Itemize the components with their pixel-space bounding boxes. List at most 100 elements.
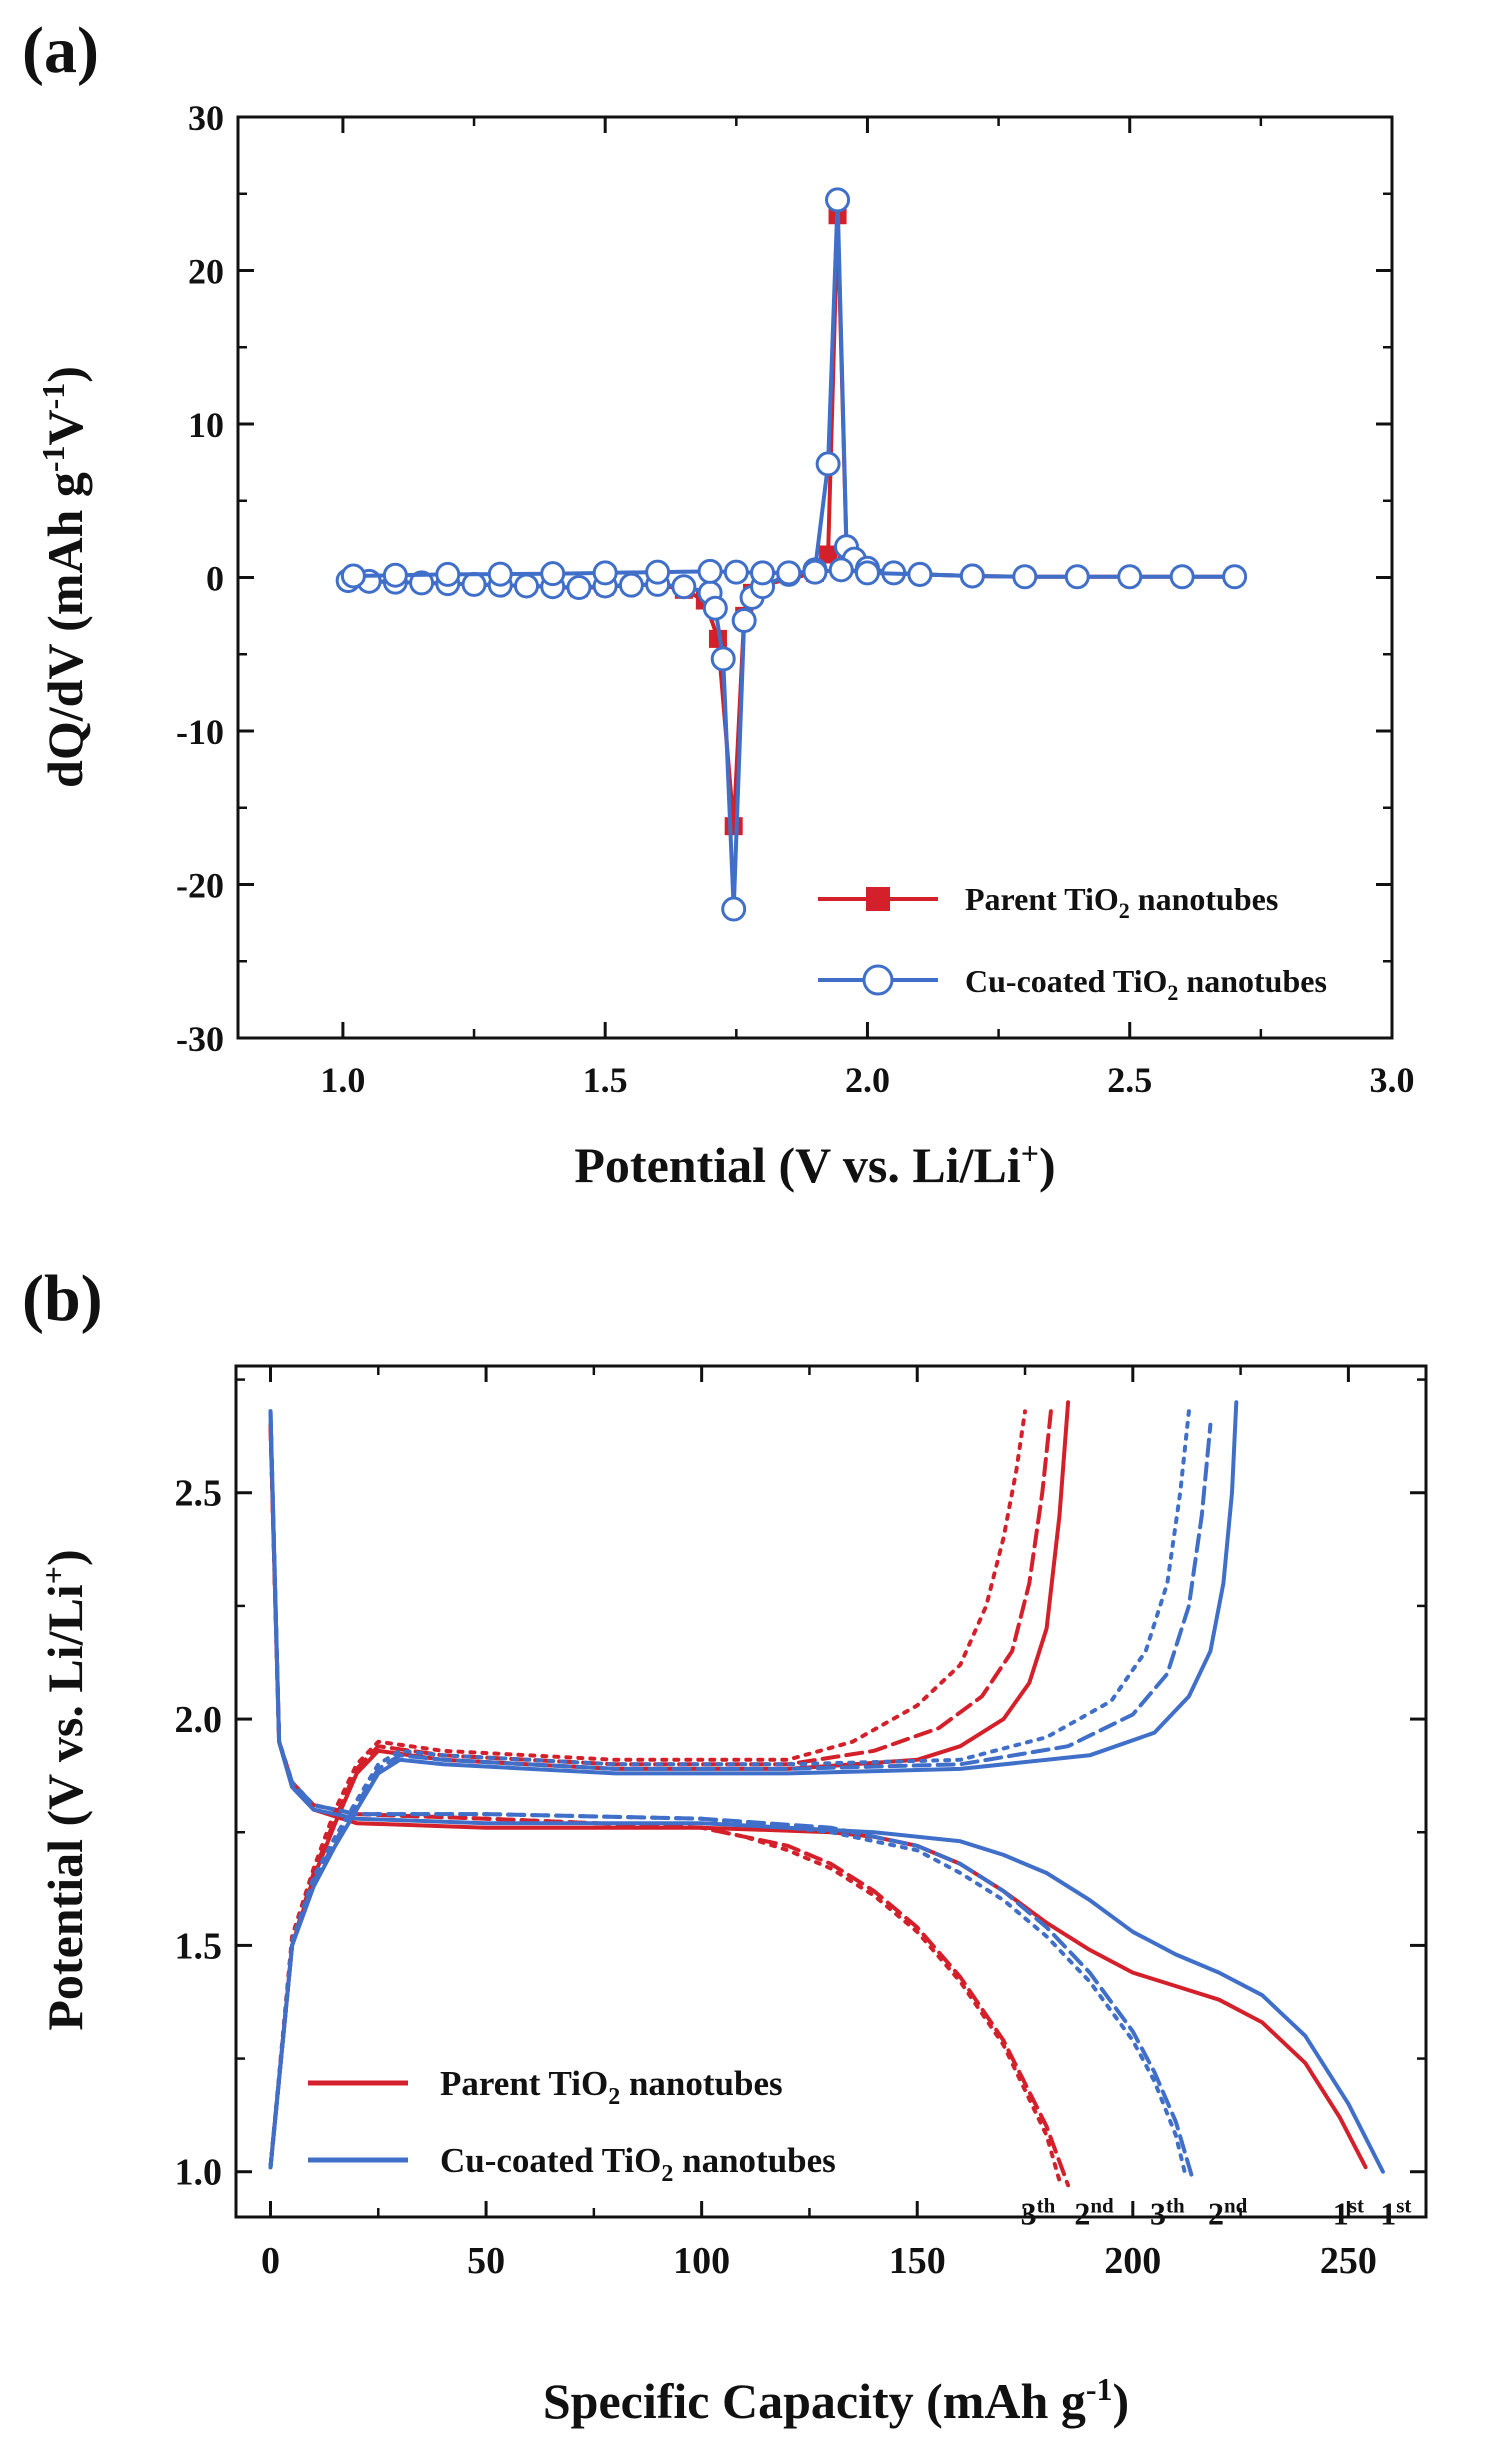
x-tick-label: 200 xyxy=(1104,2240,1161,2282)
curve-parent-3th-charge xyxy=(268,1409,1027,2170)
point-cu_charge xyxy=(854,560,880,586)
point-cu xyxy=(731,607,757,633)
point-parent xyxy=(819,545,838,564)
x-tick-label: 2.0 xyxy=(845,1060,890,1100)
point-cu xyxy=(1169,564,1195,590)
point-cu_charge xyxy=(435,561,461,587)
curve-cu-1st-charge xyxy=(268,1400,1239,2170)
series-line-cu xyxy=(348,199,1235,910)
y-tick-label: 1.5 xyxy=(175,1925,223,1967)
point-cu xyxy=(702,595,728,621)
panel-a-legend: Parent TiO2 nanotubes Cu-coated TiO2 nan… xyxy=(818,881,1327,1005)
legend-parent-marker xyxy=(866,887,890,911)
cycle-label: 3th xyxy=(1021,2193,1056,2231)
point-cu xyxy=(671,574,697,600)
y-tick-label: 2.0 xyxy=(175,1699,223,1741)
point-cu xyxy=(1012,564,1038,590)
legend-cu-symbol xyxy=(818,964,938,996)
curve-cu-1st-discharge xyxy=(268,1409,1385,2174)
point-cu_charge xyxy=(645,559,671,585)
point-cu_charge xyxy=(697,558,723,584)
curve-cu-3th-discharge xyxy=(268,1409,1187,2174)
point-cu_charge xyxy=(802,559,828,585)
panel-a-series xyxy=(335,187,1248,922)
legend-parent-label: Parent TiO2 nanotubes xyxy=(440,2064,783,2110)
point-cu xyxy=(461,571,487,597)
y-tick-label: -30 xyxy=(176,1019,224,1059)
y-tick-label: 1.0 xyxy=(175,2152,223,2194)
point-cu xyxy=(618,572,644,598)
series-line-cu_charge xyxy=(353,567,973,578)
panel-b-plot-frame xyxy=(234,1364,1428,2219)
y-tick-label: -20 xyxy=(176,866,224,906)
curve-parent-1st-charge xyxy=(268,1400,1071,2170)
panel-b-x-axis-label: Specific Capacity (mAh g-1) xyxy=(543,2371,1129,2429)
x-tick-label: 150 xyxy=(889,2240,946,2282)
y-tick-label: 30 xyxy=(188,98,224,138)
cycle-label: 2nd xyxy=(1074,2193,1114,2231)
point-cu_charge xyxy=(382,562,408,588)
x-tick-label: 100 xyxy=(673,2240,730,2282)
point-cu_charge xyxy=(487,561,513,587)
panel-b-y-axis-label: Potential (V vs. Li/Li+) xyxy=(35,1549,93,2030)
panel-a-x-axis-label: Potential (V vs. Li/Li+) xyxy=(574,1135,1055,1193)
point-cu xyxy=(815,451,841,477)
curve-parent-1st-discharge xyxy=(268,1422,1368,2170)
point-cu xyxy=(710,646,736,672)
x-tick-label: 0 xyxy=(261,2240,280,2282)
point-cu xyxy=(1222,564,1248,590)
y-tick-label: -10 xyxy=(176,712,224,752)
x-tick-label: 1.5 xyxy=(583,1060,628,1100)
y-tick-label: 0 xyxy=(206,559,224,599)
panel-b-label: (b) xyxy=(22,1262,103,1335)
point-cu xyxy=(721,896,747,922)
cycle-label: 2nd xyxy=(1208,2193,1248,2231)
panel-a-label: (a) xyxy=(22,14,99,87)
curve-cu-3th-charge xyxy=(268,1409,1191,2170)
x-tick-label: 2.5 xyxy=(1107,1060,1152,1100)
point-cu_charge xyxy=(907,561,933,587)
panel-a-y-axis-label: dQ/dV (mAh g-1V-1) xyxy=(35,366,93,788)
point-cu_charge xyxy=(776,560,802,586)
point-cu_charge xyxy=(959,563,985,589)
panel-b-legend: Parent TiO2 nanotubes Cu-coated TiO2 nan… xyxy=(308,2064,836,2187)
x-tick-label: 1.0 xyxy=(320,1060,365,1100)
point-cu_charge xyxy=(750,560,776,586)
point-cu xyxy=(1064,564,1090,590)
y-tick-label: 2.5 xyxy=(175,1473,223,1515)
point-cu_charge xyxy=(340,563,366,589)
cycle-label: 1st xyxy=(1333,2193,1364,2231)
legend-cu-label: Cu-coated TiO2 nanotubes xyxy=(440,2141,836,2187)
cycle-label: 1st xyxy=(1380,2193,1411,2231)
point-cu_charge xyxy=(828,557,854,583)
panel-a-axes: 1.0 1.5 2.0 2.5 3.0 30 20 10 0 -10 -20 -30 xyxy=(176,98,1415,1100)
legend-parent-label: Parent TiO2 nanotubes xyxy=(965,881,1278,923)
point-parent xyxy=(724,817,743,836)
panel-b-series xyxy=(268,1400,1385,2188)
y-tick-label: 20 xyxy=(188,252,224,292)
cycle-label: 3th xyxy=(1150,2193,1185,2231)
legend-cu-marker xyxy=(862,964,894,996)
point-cu xyxy=(409,570,435,596)
panel-b-axes: 0 50 100 150 200 250 1.0 1.5 2.0 2.5 xyxy=(175,1366,1426,2282)
x-tick-label: 50 xyxy=(467,2240,505,2282)
point-cu xyxy=(566,574,592,600)
panel-a: (a) 1.0 1.5 2.0 2.5 3.0 30 20 10 0 -10 -20 -30 Pare… xyxy=(22,14,1415,1193)
x-tick-label: 250 xyxy=(1320,2240,1377,2282)
panel-b-cycle-annotations: 3th 2nd 3th 2nd 1st 1st xyxy=(1021,2193,1412,2231)
curve-cu-2nd-charge xyxy=(268,1422,1213,2170)
x-tick-label: 3.0 xyxy=(1370,1060,1415,1100)
y-tick-label: 10 xyxy=(188,405,224,445)
point-cu_charge xyxy=(723,559,749,585)
point-cu_charge xyxy=(540,561,566,587)
legend-cu-label: Cu-coated TiO2 nanotubes xyxy=(965,963,1327,1005)
point-cu xyxy=(514,573,539,599)
curve-parent-2nd-charge xyxy=(268,1409,1053,2170)
point-cu_charge xyxy=(592,560,618,586)
point-cu xyxy=(825,187,851,213)
series-line-parent xyxy=(348,215,1235,827)
legend-parent-symbol xyxy=(818,887,938,911)
point-cu xyxy=(1117,564,1143,590)
